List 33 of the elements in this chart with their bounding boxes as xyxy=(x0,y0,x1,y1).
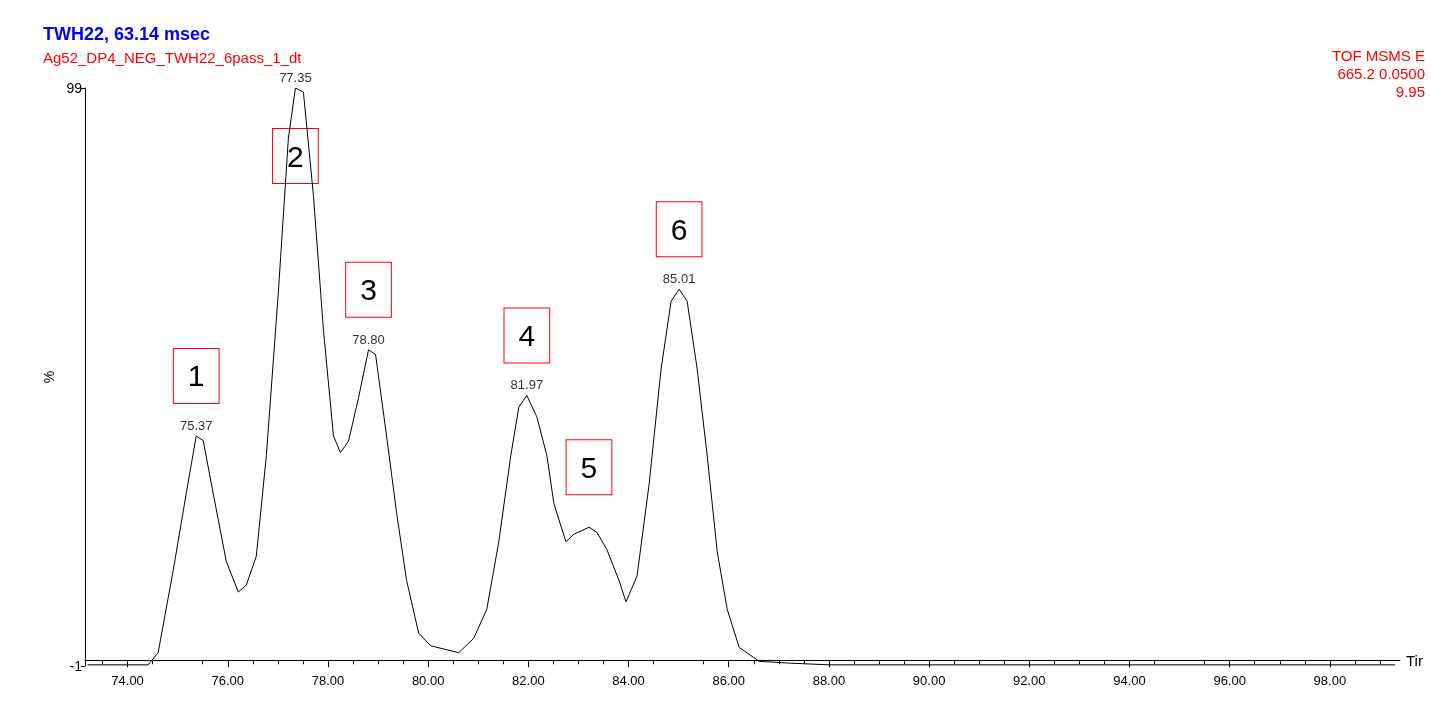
chart-subtitle: Ag52_DP4_NEG_TWH22_6pass_1_dt xyxy=(43,49,303,66)
x-tick-label: 88.00 xyxy=(812,673,846,688)
x-tick-label: 96.00 xyxy=(1213,673,1246,688)
x-tick-label: 92.00 xyxy=(1013,673,1046,688)
x-tick-label: 90.00 xyxy=(912,673,946,688)
annotation: 81.97 xyxy=(510,377,544,393)
text: 665.2 0.0500 xyxy=(1337,65,1425,82)
annotation: 1 xyxy=(187,359,205,393)
y-axis-title: % xyxy=(40,370,57,384)
x-tick-label: 82.00 xyxy=(512,673,545,688)
x-tick-label: 98.00 xyxy=(1313,673,1347,688)
y-tick-label: -1 xyxy=(69,658,83,674)
y-tick-label: 99 xyxy=(66,80,83,96)
annotation: 4 xyxy=(518,319,536,352)
x-tick-label: 80.00 xyxy=(411,673,445,688)
annotation: 85.01 xyxy=(662,271,696,287)
annotation: 6 xyxy=(670,212,688,246)
x-tick-label: 78.00 xyxy=(311,673,345,688)
annotation: 75.37 xyxy=(179,417,213,433)
text: TOF MSMS E xyxy=(1331,47,1425,64)
x-tick-label: 84.00 xyxy=(612,673,645,688)
x-tick-label: 76.00 xyxy=(211,673,245,688)
annotation: 3 xyxy=(360,273,377,307)
annotation: 5 xyxy=(580,450,598,484)
annotation: 78.80 xyxy=(352,331,385,347)
x-tick-label: 94.00 xyxy=(1113,673,1146,688)
x-tick-label: 86.00 xyxy=(712,673,745,688)
x-tick-label: 74.00 xyxy=(111,673,144,688)
annotation: 9.95 xyxy=(1395,83,1425,100)
x-axis-title: Tir xyxy=(1406,651,1423,669)
annotation: 77.35 xyxy=(279,70,312,85)
annotation: 2 xyxy=(287,139,304,173)
chart-title: TWH22, 63.14 msec xyxy=(43,24,211,44)
